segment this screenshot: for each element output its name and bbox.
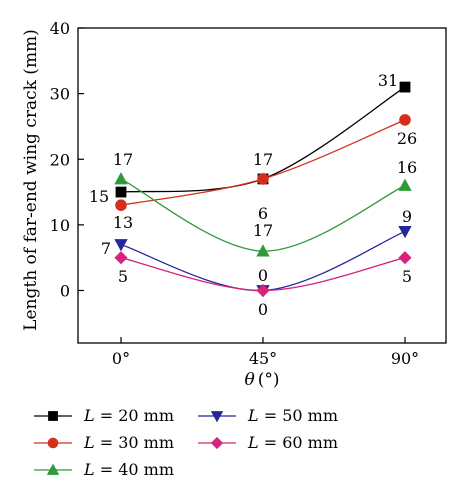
plot-frame <box>77 27 447 344</box>
legend-label: L = 20 mm <box>83 406 174 425</box>
legend-variable: L <box>83 406 95 425</box>
y-axis-title: Length of far-end wing crack (mm) <box>21 29 41 331</box>
series-5 <box>114 251 412 298</box>
data-point <box>399 114 411 126</box>
data-point <box>114 251 128 265</box>
data-label: 17 <box>253 221 273 240</box>
y-tick-label: 10 <box>50 216 70 235</box>
data-label: 15 <box>89 187 109 206</box>
data-point <box>399 81 411 93</box>
x-tick-label: 0° <box>112 349 130 368</box>
data-label: 7 <box>101 239 111 258</box>
data-label: 26 <box>397 129 417 148</box>
x-tick-label: 45° <box>249 349 277 368</box>
data-label: 6 <box>258 204 268 223</box>
y-tick-label: 0 <box>60 282 70 301</box>
data-label: 9 <box>402 207 412 226</box>
axes-group: 0 10 20 30 40 0° 45° 90° <box>50 19 447 368</box>
data-point <box>256 283 270 298</box>
legend-value: = 50 mm <box>259 406 338 425</box>
data-point <box>257 173 269 185</box>
data-point <box>114 172 128 185</box>
data-label: 16 <box>397 158 417 177</box>
legend-value: = 30 mm <box>95 433 174 452</box>
legend: L = 20 mm L = 50 mmL = 30 mm L = 60 mmL = … <box>34 406 338 479</box>
legend-item: L = 50 mm <box>198 406 338 425</box>
y-tick-label: 40 <box>50 19 70 38</box>
legend-label: L = 50 mm <box>247 406 338 425</box>
legend-variable: L <box>247 406 259 425</box>
y-tick-label: 20 <box>50 150 70 169</box>
data-label: 17 <box>253 150 273 169</box>
data-point <box>115 199 127 211</box>
legend-marker <box>210 436 224 450</box>
data-point <box>114 239 128 252</box>
legend-marker <box>48 411 58 421</box>
data-label: 5 <box>402 267 412 286</box>
data-label: 0 <box>258 266 268 285</box>
legend-marker <box>47 437 59 449</box>
x-tick-label: 90° <box>391 349 419 368</box>
legend-value: = 40 mm <box>95 460 174 479</box>
y-tick-label: 30 <box>50 85 70 104</box>
data-point <box>256 244 270 257</box>
x-axis-title-symbol: θ <box>244 370 254 390</box>
data-point <box>398 226 412 239</box>
legend-item: L = 60 mm <box>198 433 338 452</box>
legend-variable: L <box>247 433 259 452</box>
data-point <box>398 178 412 191</box>
legend-value: = 60 mm <box>259 433 338 452</box>
data-label: 17 <box>113 150 133 169</box>
data-label: 31 <box>378 71 398 90</box>
legend-value: = 20 mm <box>95 406 174 425</box>
legend-variable: L <box>83 460 95 479</box>
legend-label: L = 60 mm <box>247 433 338 452</box>
legend-marker <box>46 463 60 475</box>
legend-label: L = 30 mm <box>83 433 174 452</box>
data-point <box>115 186 127 198</box>
legend-item: L = 40 mm <box>34 460 174 479</box>
data-label: 5 <box>118 267 128 286</box>
legend-item: L = 30 mm <box>34 433 174 452</box>
series-group <box>114 81 412 298</box>
data-label: 0 <box>258 300 268 319</box>
legend-marker <box>210 411 224 423</box>
legend-variable: L <box>83 433 95 452</box>
legend-label: L = 40 mm <box>83 460 174 479</box>
data-point <box>398 251 412 265</box>
x-axis-title: θ (°) <box>244 370 279 390</box>
data-label: 13 <box>113 213 133 232</box>
legend-item: L = 20 mm <box>34 406 174 425</box>
x-axis-title-unit: (°) <box>258 370 280 390</box>
series-3 <box>114 172 412 257</box>
